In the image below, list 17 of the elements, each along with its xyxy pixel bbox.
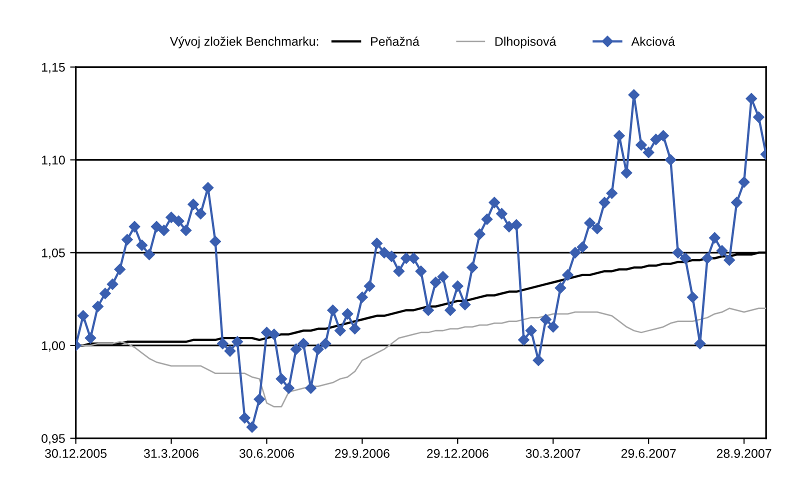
legend-label: Akciová	[631, 36, 675, 46]
y-tick-label: 0,95	[42, 434, 65, 444]
x-tick-label: 30.12.2005	[45, 449, 107, 458]
y-tick-label: 1,10	[42, 156, 65, 166]
legend-label: Peňažná	[371, 36, 420, 46]
x-tick-label: 29.9.2006	[335, 449, 390, 458]
y-tick-label: 1,05	[42, 248, 65, 259]
x-tick-label: 30.6.2006	[239, 449, 294, 458]
legend-title: Vývoj zložiek Benchmarku:	[170, 36, 318, 48]
x-tick-label: 29.6.2007	[621, 449, 676, 458]
y-tick-label: 1,00	[42, 341, 65, 352]
x-tick-label: 30.3.2007	[526, 449, 580, 458]
y-tick-label: 1,15	[42, 62, 65, 74]
legend-label: Dlhopisová	[495, 36, 556, 48]
x-tick-label: 29.12.2006	[427, 449, 488, 458]
x-tick-label: 28.9.2007	[716, 449, 772, 458]
x-tick-label: 31.3.2006	[144, 449, 199, 458]
